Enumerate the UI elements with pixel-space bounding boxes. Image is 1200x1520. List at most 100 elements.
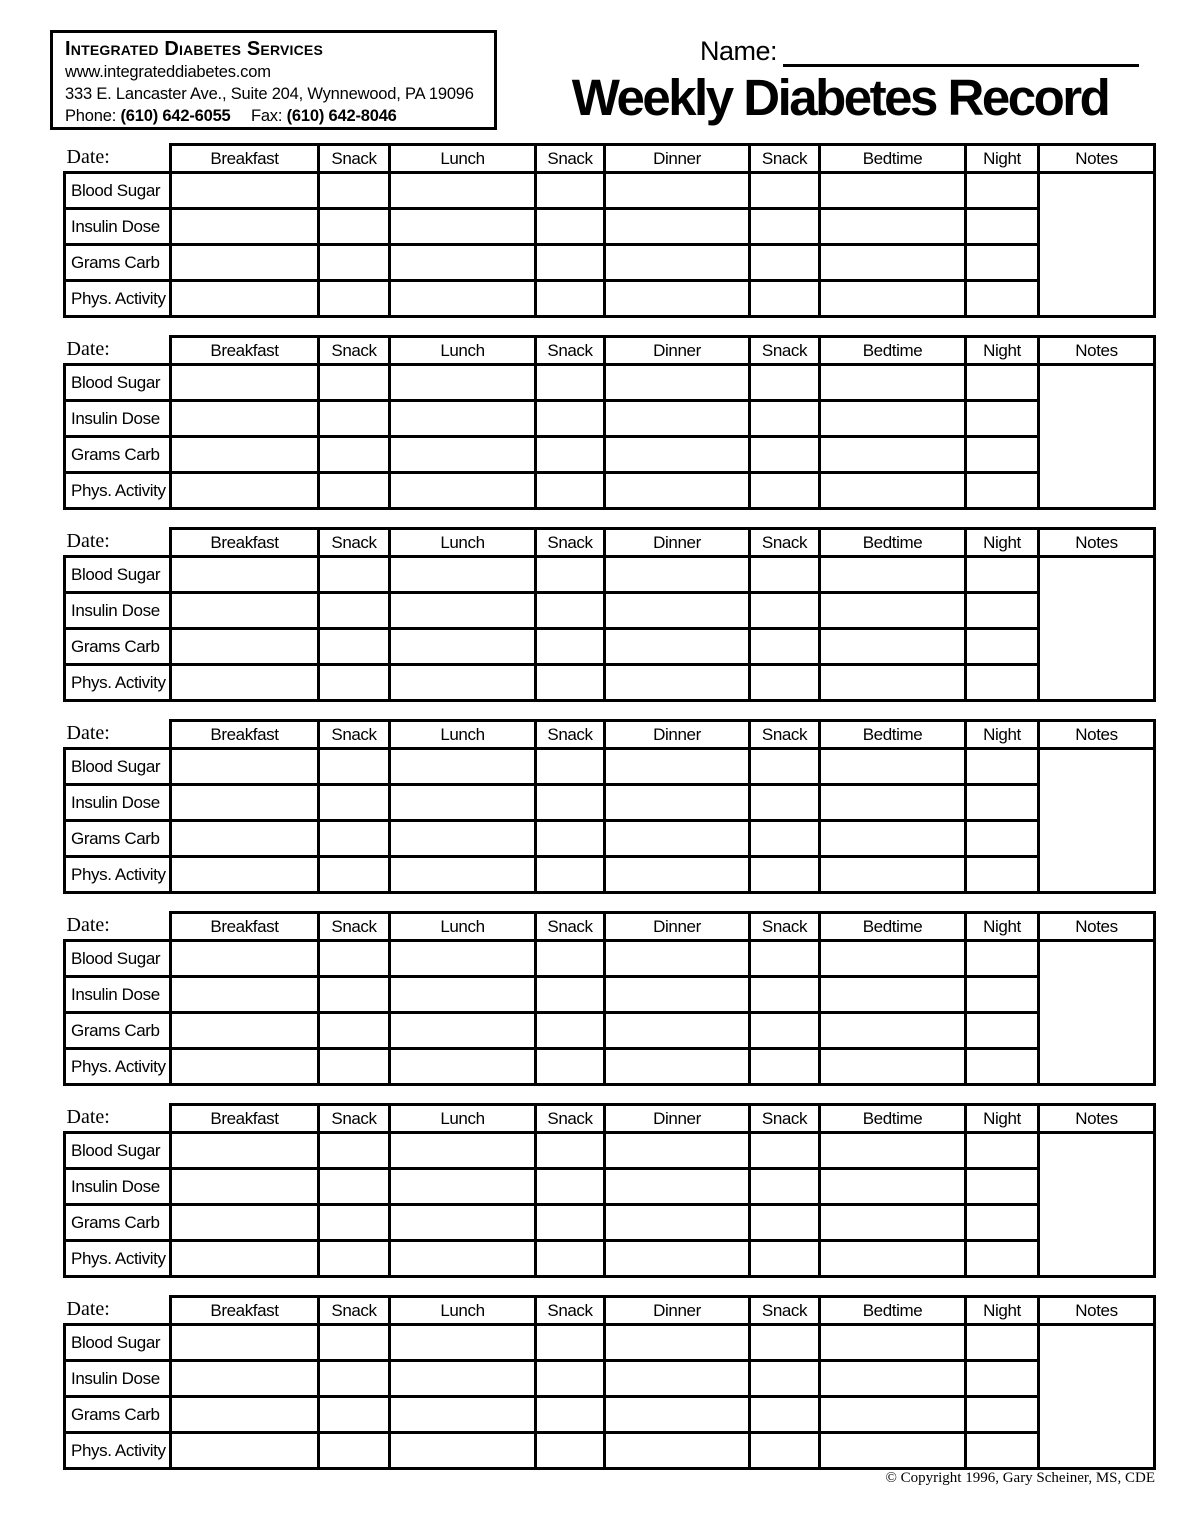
- entry-cell[interactable]: [964, 1431, 1040, 1470]
- entry-cell[interactable]: [169, 855, 320, 894]
- entry-cell[interactable]: [818, 1431, 967, 1470]
- entry-cell[interactable]: [964, 855, 1040, 894]
- entry-cell[interactable]: [818, 747, 967, 786]
- entry-cell[interactable]: [818, 819, 967, 858]
- entry-cell[interactable]: [388, 1239, 537, 1278]
- entry-cell[interactable]: [534, 399, 606, 438]
- entry-cell[interactable]: [534, 747, 606, 786]
- date-label-cell[interactable]: Date:: [66, 914, 110, 936]
- entry-cell[interactable]: [603, 1395, 751, 1434]
- entry-cell[interactable]: [818, 783, 967, 822]
- date-label-cell[interactable]: Date:: [66, 338, 110, 360]
- entry-cell[interactable]: [317, 627, 391, 666]
- entry-cell[interactable]: [169, 435, 320, 474]
- entry-cell[interactable]: [317, 435, 391, 474]
- entry-cell[interactable]: [964, 1323, 1040, 1362]
- entry-cell[interactable]: [964, 1239, 1040, 1278]
- entry-cell[interactable]: [603, 591, 751, 630]
- entry-cell[interactable]: [534, 1047, 606, 1086]
- entry-cell[interactable]: [748, 819, 821, 858]
- entry-cell[interactable]: [603, 279, 751, 318]
- entry-cell[interactable]: [748, 243, 821, 282]
- entry-cell[interactable]: [317, 747, 391, 786]
- entry-cell[interactable]: [603, 1239, 751, 1278]
- date-label-cell[interactable]: Date:: [66, 1106, 110, 1128]
- entry-cell[interactable]: [964, 1203, 1040, 1242]
- entry-cell[interactable]: [388, 171, 537, 210]
- entry-cell[interactable]: [603, 471, 751, 510]
- entry-cell[interactable]: [964, 747, 1040, 786]
- entry-cell[interactable]: [169, 939, 320, 978]
- entry-cell[interactable]: [388, 1131, 537, 1170]
- entry-cell[interactable]: [169, 279, 320, 318]
- entry-cell[interactable]: [748, 591, 821, 630]
- entry-cell[interactable]: [818, 363, 967, 402]
- entry-cell[interactable]: [534, 207, 606, 246]
- entry-cell[interactable]: [169, 399, 320, 438]
- entry-cell[interactable]: [169, 243, 320, 282]
- entry-cell[interactable]: [818, 1011, 967, 1050]
- entry-cell[interactable]: [964, 1011, 1040, 1050]
- entry-cell[interactable]: [964, 243, 1040, 282]
- entry-cell[interactable]: [169, 1203, 320, 1242]
- entry-cell[interactable]: [388, 1359, 537, 1398]
- entry-cell[interactable]: [534, 1323, 606, 1362]
- entry-cell[interactable]: [534, 855, 606, 894]
- entry-cell[interactable]: [818, 1203, 967, 1242]
- entry-cell[interactable]: [534, 555, 606, 594]
- entry-cell[interactable]: [169, 1395, 320, 1434]
- entry-cell[interactable]: [748, 435, 821, 474]
- entry-cell[interactable]: [388, 207, 537, 246]
- entry-cell[interactable]: [964, 279, 1040, 318]
- entry-cell[interactable]: [748, 627, 821, 666]
- entry-cell[interactable]: [534, 1395, 606, 1434]
- date-label-cell[interactable]: Date:: [66, 1298, 110, 1320]
- entry-cell[interactable]: [388, 975, 537, 1014]
- entry-cell[interactable]: [534, 171, 606, 210]
- entry-cell[interactable]: [748, 1131, 821, 1170]
- entry-cell[interactable]: [748, 1239, 821, 1278]
- entry-cell[interactable]: [388, 399, 537, 438]
- entry-cell[interactable]: [603, 627, 751, 666]
- entry-cell[interactable]: [388, 555, 537, 594]
- entry-cell[interactable]: [818, 279, 967, 318]
- notes-entry-cell[interactable]: [1037, 1131, 1156, 1278]
- entry-cell[interactable]: [818, 243, 967, 282]
- entry-cell[interactable]: [534, 627, 606, 666]
- entry-cell[interactable]: [818, 1167, 967, 1206]
- entry-cell[interactable]: [964, 207, 1040, 246]
- entry-cell[interactable]: [534, 1011, 606, 1050]
- entry-cell[interactable]: [964, 939, 1040, 978]
- entry-cell[interactable]: [169, 363, 320, 402]
- entry-cell[interactable]: [388, 747, 537, 786]
- entry-cell[interactable]: [317, 279, 391, 318]
- entry-cell[interactable]: [534, 591, 606, 630]
- entry-cell[interactable]: [603, 663, 751, 702]
- entry-cell[interactable]: [603, 819, 751, 858]
- entry-cell[interactable]: [388, 279, 537, 318]
- entry-cell[interactable]: [317, 975, 391, 1014]
- entry-cell[interactable]: [169, 1431, 320, 1470]
- entry-cell[interactable]: [169, 1167, 320, 1206]
- entry-cell[interactable]: [603, 1011, 751, 1050]
- entry-cell[interactable]: [818, 591, 967, 630]
- notes-entry-cell[interactable]: [1037, 939, 1156, 1086]
- entry-cell[interactable]: [748, 1323, 821, 1362]
- entry-cell[interactable]: [818, 975, 967, 1014]
- entry-cell[interactable]: [169, 1011, 320, 1050]
- entry-cell[interactable]: [388, 1167, 537, 1206]
- entry-cell[interactable]: [964, 1167, 1040, 1206]
- entry-cell[interactable]: [964, 171, 1040, 210]
- entry-cell[interactable]: [169, 747, 320, 786]
- entry-cell[interactable]: [748, 1431, 821, 1470]
- entry-cell[interactable]: [388, 1323, 537, 1362]
- entry-cell[interactable]: [388, 1011, 537, 1050]
- entry-cell[interactable]: [748, 939, 821, 978]
- entry-cell[interactable]: [388, 591, 537, 630]
- entry-cell[interactable]: [603, 435, 751, 474]
- entry-cell[interactable]: [169, 471, 320, 510]
- entry-cell[interactable]: [317, 555, 391, 594]
- entry-cell[interactable]: [603, 243, 751, 282]
- entry-cell[interactable]: [169, 1359, 320, 1398]
- entry-cell[interactable]: [317, 663, 391, 702]
